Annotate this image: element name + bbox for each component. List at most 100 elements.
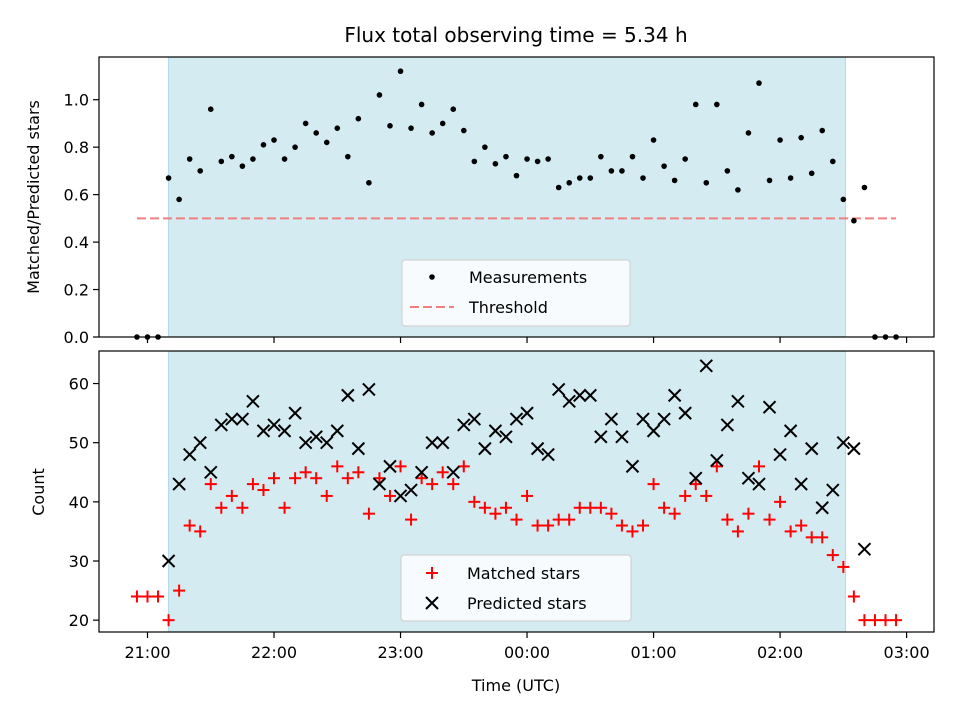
predicted-stars-point [541,447,555,462]
matched-stars-point [626,525,639,538]
matched-stars-point [268,472,281,485]
predicted-stars-point [372,477,387,491]
matched-stars-point [394,460,407,473]
x-tick-label: 00:00 [504,643,550,662]
y-tick-label: 50 [69,434,89,453]
matched-stars-point [320,489,333,502]
measurement-point [692,101,699,108]
matched-stars-point [310,472,323,485]
measurement-point [313,130,319,136]
measurement-point [819,127,826,134]
matched-stars-point [341,472,354,485]
predicted-stars-point [762,400,777,414]
matched-stars-point [763,513,776,526]
y-tick-label: 60 [69,375,89,394]
matched-stars-point [795,519,808,532]
predicted-stars-point [320,435,334,450]
measurement-point [777,137,783,143]
matched-stars-point [563,513,576,526]
predicted-stars-point [699,359,713,373]
matched-stars-point [405,513,418,526]
predicted-stars-point [425,435,439,450]
measurement-point [271,137,277,143]
matched-stars-point [731,525,744,538]
matched-stars-point [668,507,681,520]
measurement-point [555,184,562,191]
measurement-point [671,177,678,184]
y-tick-label: 0.8 [64,138,89,157]
x-axis-label: Time (UTC) [471,676,560,695]
measurement-point [260,141,267,148]
measurement-point [576,175,583,181]
matched-stars-point [594,501,607,514]
matched-stars-point [521,489,534,502]
x-tick-label: 03:00 [884,643,930,662]
matched-stars-point [879,614,892,627]
predicted-stars-point [288,406,302,420]
measurement-point [292,144,298,150]
matched-stars-point [816,531,829,544]
predicted-stars-point [172,477,186,491]
measurement-point [387,123,393,129]
predicted-stars-point [509,412,524,426]
matched-stars-point [225,489,238,502]
legend-predicted-marker [425,596,439,610]
matched-stars-point [130,590,143,603]
ratio-panel: 0.0 0.2 0.4 0.6 0.8 1.0 Matched/Predicted sta… [24,56,935,347]
measurement-point [197,168,204,174]
predicted-stars-point [446,465,460,479]
measurement-point [787,175,794,181]
predicted-stars-point [309,430,323,444]
predicted-stars-point [689,471,703,485]
predicted-stars-point [636,412,650,426]
predicted-stars-point [530,441,545,456]
matched-stars-point [531,519,544,532]
count-panel-ylabel: Count [29,468,48,516]
y-tick-label: 0.0 [64,328,89,347]
measurement-point [439,120,446,127]
matched-stars-point [721,513,734,526]
measurement-point [861,184,868,191]
matched-stars-point [162,614,175,627]
x-tick-label: 21:00 [124,643,170,662]
predicted-stars-point [573,388,587,403]
measurement-point [229,153,235,160]
measurement-point [281,156,288,162]
matched-stars-point [415,472,428,485]
predicted-stars-point [404,483,418,497]
y-tick-label: 40 [69,493,89,512]
measurement-point [640,175,646,181]
matched-stars-point [584,501,597,514]
matched-stars-point [742,507,755,520]
matched-stars-point [173,584,186,597]
predicted-stars-point [667,388,682,403]
matched-stars-point [457,460,470,473]
predicted-stars-point [625,459,640,474]
measurement-point [503,153,509,160]
predicted-stars-point [678,406,692,420]
measurement-point [851,217,857,224]
matched-stars-point [141,590,154,603]
measurement-point [397,68,404,75]
predicted-stars-point [720,418,735,432]
matched-stars-point [426,478,439,491]
matched-stars-point [615,519,628,532]
matched-stars-point [236,501,249,514]
matched-stars-point [689,478,702,491]
predicted-stars-point [204,465,218,479]
legend-matched-label: Matched stars [467,564,580,583]
matched-stars-point [774,495,787,508]
legend-measurements-label: Measurements [469,268,587,287]
predicted-stars-point [773,447,787,462]
measurement-point [682,156,688,162]
predicted-stars-point [457,418,471,432]
matched-stars-point [858,614,871,627]
matched-stars-point [194,525,207,538]
predicted-stars-point [551,382,566,397]
matched-stars-point [204,478,217,491]
matched-stars-point [700,489,713,502]
matched-stars-point [436,466,449,479]
count-panel: 20 30 40 50 60 21:00 22:00 23:00 00:00 01:00 02:0… [29,350,935,662]
predicted-stars-point [383,459,397,474]
measurement-point [524,156,530,162]
